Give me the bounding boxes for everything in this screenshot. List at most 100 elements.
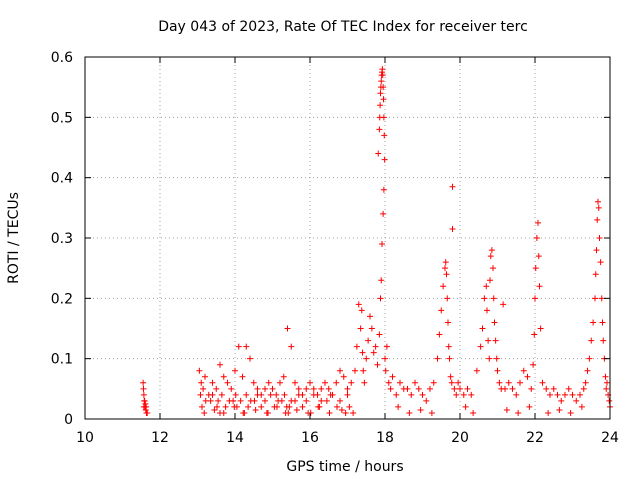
- x-tick-label: 14: [226, 430, 244, 446]
- data-point: [595, 198, 601, 205]
- data-point: [577, 391, 583, 398]
- data-point: [344, 391, 351, 398]
- data-point: [451, 385, 458, 392]
- data-point: [372, 343, 379, 350]
- data-point: [445, 343, 452, 350]
- data-point: [393, 391, 400, 398]
- data-point: [235, 343, 242, 350]
- y-tick-label: 0.1: [51, 352, 73, 368]
- data-point: [348, 379, 355, 386]
- data-point: [202, 397, 209, 404]
- data-point: [443, 271, 450, 278]
- data-point: [254, 385, 261, 392]
- data-point: [376, 331, 383, 338]
- data-point: [473, 367, 480, 374]
- data-point: [217, 361, 223, 368]
- data-point: [275, 397, 282, 404]
- data-point: [453, 391, 460, 398]
- data-point: [288, 397, 295, 404]
- y-tick-label: 0.3: [51, 231, 73, 247]
- data-point: [470, 409, 477, 416]
- data-point: [524, 373, 531, 380]
- data-point: [588, 337, 595, 344]
- data-point: [481, 295, 488, 302]
- x-tick-label: 12: [151, 430, 169, 446]
- data-point: [262, 385, 268, 392]
- data-point: [602, 373, 609, 380]
- data-point: [593, 247, 600, 254]
- data-point: [273, 391, 280, 398]
- data-point: [578, 403, 585, 410]
- data-point: [307, 379, 313, 386]
- data-point: [222, 403, 229, 410]
- data-point: [520, 367, 527, 374]
- data-point: [484, 307, 490, 314]
- data-point: [379, 241, 385, 248]
- data-point: [543, 385, 550, 392]
- data-point: [218, 391, 225, 398]
- data-point: [445, 319, 451, 326]
- data-point: [365, 337, 372, 344]
- data-point: [535, 253, 542, 260]
- data-point: [603, 385, 610, 392]
- data-point: [368, 325, 375, 332]
- data-point: [487, 253, 494, 260]
- data-point: [340, 373, 347, 380]
- data-point: [592, 295, 598, 302]
- data-point: [493, 355, 500, 362]
- data-point: [215, 397, 222, 404]
- data-point: [303, 397, 310, 404]
- data-point: [595, 204, 602, 211]
- data-point: [318, 397, 325, 404]
- data-point: [597, 259, 604, 266]
- data-point: [500, 301, 507, 308]
- data-point: [526, 403, 533, 410]
- data-point: [477, 343, 484, 350]
- data-point: [428, 409, 435, 416]
- data-point: [325, 385, 332, 392]
- data-point: [537, 325, 544, 332]
- data-point: [310, 385, 317, 392]
- data-point: [479, 325, 486, 332]
- data-point: [198, 379, 205, 386]
- y-axis-label: ROTI / TECUs: [6, 192, 22, 284]
- data-point: [505, 379, 512, 386]
- data-point: [288, 343, 295, 350]
- data-point: [375, 150, 382, 157]
- data-point: [140, 391, 147, 398]
- data-point: [381, 156, 388, 163]
- data-point: [274, 403, 280, 410]
- data-point: [357, 325, 364, 332]
- data-point: [310, 391, 317, 398]
- data-point: [239, 373, 246, 380]
- data-point: [460, 391, 467, 398]
- data-point: [554, 391, 561, 398]
- data-point: [558, 397, 565, 404]
- data-point: [488, 247, 495, 254]
- data-point: [338, 406, 345, 413]
- data-point: [344, 385, 351, 392]
- data-point: [262, 397, 268, 404]
- data-point: [532, 295, 538, 302]
- data-point: [267, 391, 274, 398]
- data-point: [143, 403, 150, 410]
- data-point: [604, 379, 610, 386]
- data-point: [594, 216, 601, 223]
- data-point: [412, 379, 418, 386]
- data-point: [353, 343, 360, 350]
- data-point: [254, 391, 261, 398]
- data-point: [211, 406, 218, 413]
- x-tick-label: 10: [76, 430, 94, 446]
- data-point: [286, 403, 293, 410]
- data-point: [361, 379, 368, 386]
- data-point: [582, 379, 589, 386]
- y-tick-label: 0.6: [51, 50, 73, 66]
- data-point: [292, 379, 298, 386]
- data-point: [547, 391, 553, 398]
- data-point: [532, 265, 539, 272]
- x-axis-ticks: 10 12 14 16 18 20 22 24: [76, 57, 619, 446]
- data-point: [417, 406, 424, 413]
- data-point: [468, 391, 475, 398]
- data-point: [590, 319, 597, 326]
- data-point: [528, 385, 535, 392]
